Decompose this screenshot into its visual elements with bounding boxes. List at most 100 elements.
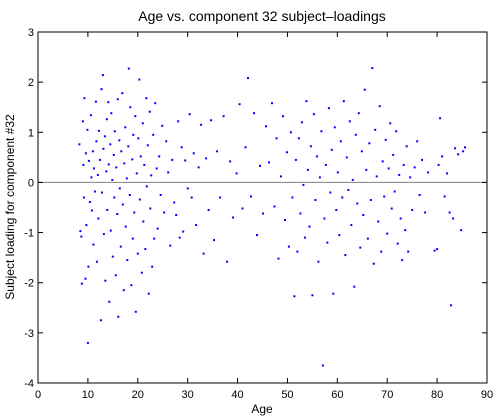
data-point xyxy=(305,100,308,103)
data-point xyxy=(256,234,258,237)
data-point xyxy=(85,224,88,227)
data-point xyxy=(402,163,405,166)
data-point xyxy=(120,150,123,153)
data-point xyxy=(111,178,114,181)
data-point xyxy=(92,243,95,246)
data-point xyxy=(332,292,335,295)
data-point xyxy=(282,115,284,118)
data-point xyxy=(87,265,90,268)
data-point xyxy=(380,250,383,253)
data-point xyxy=(351,178,354,181)
data-point xyxy=(464,146,466,149)
data-point xyxy=(309,145,312,148)
data-point xyxy=(149,207,152,210)
data-point xyxy=(416,140,419,143)
data-point xyxy=(341,196,344,199)
data-point xyxy=(344,254,347,257)
data-point xyxy=(130,284,133,287)
data-point xyxy=(169,244,172,247)
data-point xyxy=(93,190,96,193)
data-point xyxy=(320,130,323,133)
data-point xyxy=(122,289,125,292)
data-point xyxy=(342,100,345,103)
data-point xyxy=(100,191,103,194)
y-tick-label: -1 xyxy=(24,228,34,240)
data-point xyxy=(141,122,144,125)
data-point xyxy=(338,234,341,237)
data-point xyxy=(117,315,120,318)
data-point xyxy=(232,216,235,219)
data-point xyxy=(418,194,421,196)
data-point xyxy=(407,250,410,253)
data-point xyxy=(155,167,158,170)
data-point xyxy=(119,245,122,248)
data-point xyxy=(321,364,324,367)
data-point xyxy=(384,138,387,141)
data-point xyxy=(360,150,363,153)
data-point xyxy=(336,171,339,174)
data-point xyxy=(78,143,81,146)
data-point xyxy=(386,232,389,235)
data-point xyxy=(128,194,131,196)
data-point xyxy=(275,137,278,140)
data-point xyxy=(80,282,83,285)
data-point xyxy=(398,173,401,176)
data-point xyxy=(273,205,276,208)
data-point xyxy=(178,236,181,239)
y-tick-label: 2 xyxy=(28,77,34,89)
data-point xyxy=(200,123,203,126)
data-point xyxy=(265,125,267,128)
data-point xyxy=(188,113,191,116)
data-point xyxy=(153,237,156,240)
data-point xyxy=(150,174,153,177)
data-point xyxy=(121,92,124,95)
data-point xyxy=(180,146,183,149)
y-axis-label: Subject loading for component #32 xyxy=(3,114,17,300)
data-point xyxy=(280,175,282,178)
data-point xyxy=(294,158,297,161)
data-point xyxy=(359,246,362,249)
data-point xyxy=(84,152,87,155)
data-point xyxy=(324,163,327,166)
data-point xyxy=(293,295,296,298)
data-point xyxy=(421,158,424,161)
y-tick-label: -2 xyxy=(24,278,34,290)
y-tick-label: 0 xyxy=(28,177,34,189)
data-point xyxy=(452,217,455,220)
data-point xyxy=(110,112,113,115)
data-point xyxy=(126,259,129,262)
data-point xyxy=(118,139,121,142)
data-point xyxy=(175,214,178,216)
data-point xyxy=(186,187,189,190)
data-point xyxy=(262,212,264,215)
data-point xyxy=(446,172,449,175)
data-point xyxy=(329,191,332,194)
data-point xyxy=(138,78,141,81)
data-point xyxy=(195,224,198,227)
y-tick-label: -3 xyxy=(24,328,34,340)
data-point xyxy=(90,176,93,179)
data-point xyxy=(291,196,294,199)
x-tick-label: 30 xyxy=(182,389,194,401)
data-point xyxy=(182,230,185,233)
data-point xyxy=(350,224,353,227)
plot-frame xyxy=(37,31,488,384)
x-tick-label: 80 xyxy=(431,389,443,401)
data-point xyxy=(165,140,168,143)
data-point xyxy=(244,146,247,149)
data-point xyxy=(154,102,157,105)
data-point xyxy=(79,230,82,233)
data-point xyxy=(374,128,377,131)
data-point xyxy=(268,161,270,164)
data-point xyxy=(177,120,180,123)
data-point xyxy=(134,310,137,313)
data-point xyxy=(219,196,222,199)
data-point xyxy=(347,189,350,191)
data-point xyxy=(136,252,139,255)
data-point xyxy=(100,88,103,91)
data-point xyxy=(348,120,351,123)
data-point xyxy=(113,130,116,133)
data-point xyxy=(161,124,164,127)
data-point xyxy=(197,166,200,169)
